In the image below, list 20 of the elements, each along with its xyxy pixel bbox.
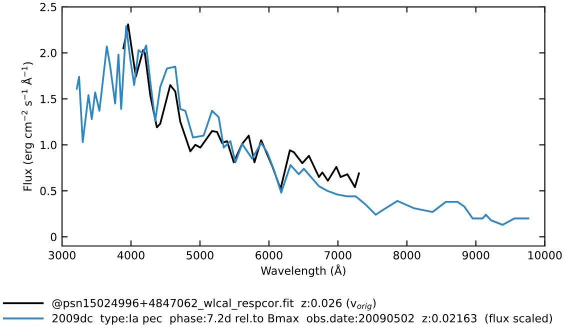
x-tick-label: 3000 — [48, 251, 76, 260]
x-tick-label: 9000 — [462, 251, 490, 260]
y-tick-label: 1.0 — [40, 140, 56, 150]
line-series — [122, 23, 360, 190]
x-tick-label: 5000 — [186, 251, 214, 260]
y-tick-label: 2.5 — [40, 2, 56, 12]
legend-label: @psn15024996+4847062_wlcal_respcor.fit z:0.026 (v$_{orig}$) — [52, 298, 376, 311]
y-tick-label: 2.0 — [40, 48, 56, 58]
x-tick-label: 7000 — [324, 251, 352, 260]
x-tick-label: 6000 — [256, 251, 282, 260]
line-series — [76, 25, 530, 226]
x-tick-label: 10000 — [528, 251, 562, 260]
y-axis-title: Flux (erg cm$^{−2}$ s$^{−1}$ Å$^{−1}$) — [21, 62, 34, 191]
x-axis-title: Wavelength (Å) — [260, 264, 346, 278]
y-tick-label: 0.5 — [40, 186, 56, 196]
y-tick-label: 1.5 — [40, 94, 56, 104]
x-tick-label: 4000 — [117, 251, 144, 260]
legend-label: 2009dc type:Ia pec phase:7.2d rel.to Bmax obs.date:20090502 z:0.02163 (flux scaled) — [52, 314, 552, 325]
y-tick-label: 0 — [50, 232, 56, 242]
x-tick-label: 8000 — [394, 251, 420, 260]
